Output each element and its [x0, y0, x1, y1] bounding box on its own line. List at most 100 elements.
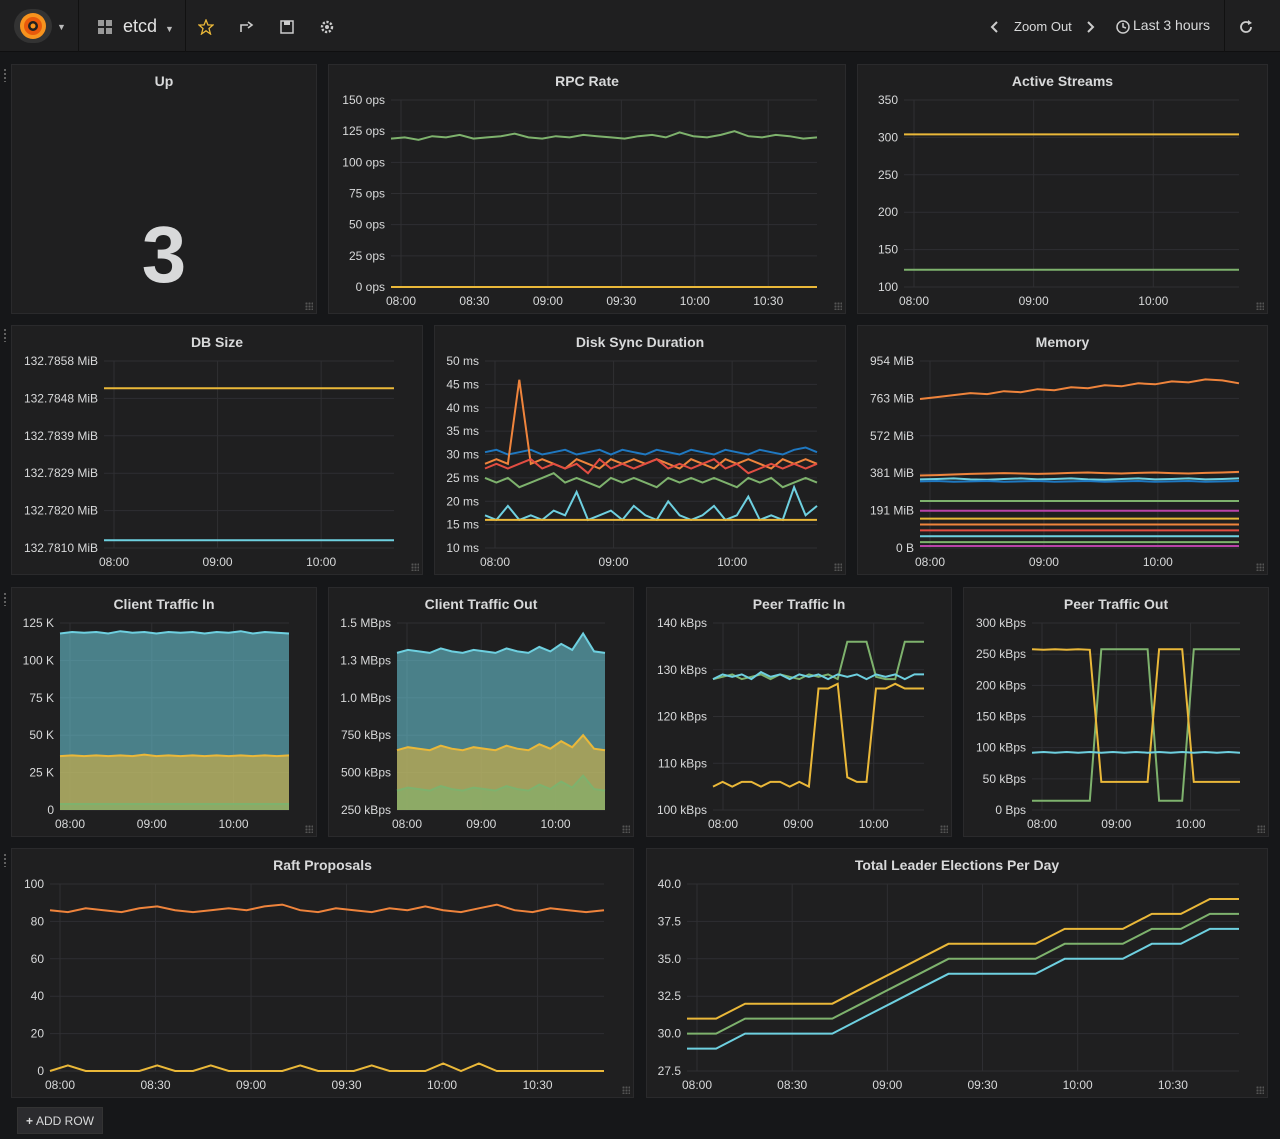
dashboard-caret-icon[interactable]: ▼: [165, 24, 174, 34]
refresh-icon[interactable]: [1233, 14, 1259, 40]
series-area: [60, 804, 289, 810]
x-tick-label: 10:00: [1138, 294, 1168, 308]
panel-peer-traffic-in[interactable]: Peer Traffic In 140 kBps 130 kBps 120 kBps…: [646, 587, 952, 837]
panel-active-streams[interactable]: Active Streams 350 300 250 200 150 100 08:00 09…: [857, 64, 1268, 314]
y-tick-label: 300 kBps: [976, 616, 1026, 630]
x-tick-label: 08:00: [45, 1078, 75, 1092]
panel-title[interactable]: RPC Rate: [555, 73, 619, 89]
series-line: [396, 631, 606, 654]
y-tick-label: 50 ms: [446, 354, 479, 368]
y-tick-label: 35.0: [658, 952, 682, 966]
y-tick-label: 132.7858 MiB: [24, 354, 98, 368]
resize-handle[interactable]: [834, 302, 842, 310]
x-tick-label: 10:00: [1176, 817, 1206, 831]
panel-disk-sync-duration[interactable]: Disk Sync Duration 50 ms 45 ms 40 ms 35 ms 3…: [434, 325, 846, 575]
panel-total-leader-elections[interactable]: Total Leader Elections Per Day 40.0 37.5 3…: [646, 848, 1268, 1098]
x-tick-label: 08:00: [915, 555, 945, 569]
y-tick-label: 250 kBps: [341, 803, 391, 817]
resize-handle[interactable]: [940, 825, 948, 833]
panel-title[interactable]: Peer Traffic Out: [1063, 596, 1169, 612]
panel-title[interactable]: Memory: [1035, 334, 1090, 350]
panel-title[interactable]: Active Streams: [1011, 73, 1114, 89]
row-drag-handle[interactable]: [3, 328, 7, 342]
panel-title[interactable]: Client Traffic Out: [424, 596, 538, 612]
share-icon[interactable]: [234, 14, 260, 40]
x-tick-label: 10:30: [753, 294, 783, 308]
resize-handle[interactable]: [1256, 563, 1264, 571]
y-tick-label: 100 K: [23, 653, 54, 667]
star-icon[interactable]: [193, 14, 219, 40]
resize-handle[interactable]: [622, 825, 630, 833]
client-traffic-out-chart: 1.5 MBps 1.3 MBps 1.0 MBps 750 kBps 500 kBps…: [340, 616, 606, 831]
series-line: [1032, 648, 1240, 802]
panel-title[interactable]: DB Size: [190, 334, 244, 350]
panel-title[interactable]: Raft Proposals: [273, 857, 372, 873]
zoom-out-button[interactable]: Zoom Out: [1014, 19, 1072, 34]
panel-title[interactable]: Disk Sync Duration: [575, 334, 705, 350]
nav-divider: [1224, 0, 1225, 52]
dashboard-title[interactable]: etcd: [123, 16, 158, 36]
series-line: [484, 472, 818, 489]
panel-title[interactable]: Total Leader Elections Per Day: [854, 857, 1060, 873]
y-tick-label: 1.3 MBps: [340, 653, 391, 667]
x-tick-label: 09:00: [533, 294, 563, 308]
row-drag-handle[interactable]: [3, 853, 7, 867]
y-tick-label: 30.0: [658, 1027, 682, 1041]
x-tick-label: 08:30: [459, 294, 489, 308]
y-tick-label: 50 K: [29, 728, 54, 742]
panel-client-traffic-out[interactable]: Client Traffic Out 1.5 MBps 1.3 MBps 1.0 M…: [328, 587, 634, 837]
x-tick-label: 08:00: [392, 817, 422, 831]
resize-handle[interactable]: [834, 563, 842, 571]
panel-client-traffic-in[interactable]: Client Traffic In 125 K 100 K 75 K 50 K 25 K…: [11, 587, 317, 837]
y-tick-label: 763 MiB: [870, 391, 914, 405]
y-tick-label: 130 kBps: [657, 663, 707, 677]
panel-up[interactable]: Up 3: [11, 64, 317, 314]
x-tick-label: 09:00: [783, 817, 813, 831]
dashboard-grid-icon[interactable]: [92, 14, 118, 40]
chevron-left-icon[interactable]: [982, 14, 1008, 40]
series-line: [687, 927, 1239, 1050]
row-drag-handle[interactable]: [3, 592, 7, 606]
disk-sync-chart: 50 ms 45 ms 40 ms 35 ms 30 ms 25 ms 20 ms 15 ms…: [446, 354, 818, 569]
y-tick-label: 40.0: [658, 877, 682, 891]
resize-handle[interactable]: [622, 1086, 630, 1094]
resize-handle[interactable]: [411, 563, 419, 571]
resize-handle[interactable]: [305, 825, 313, 833]
y-tick-label: 150 ops: [342, 93, 385, 107]
y-tick-label: 0 ops: [356, 280, 385, 294]
grafana-logo-icon[interactable]: [14, 9, 52, 43]
y-tick-label: 132.7829 MiB: [24, 466, 98, 480]
y-tick-label: 572 MiB: [870, 429, 914, 443]
panel-raft-proposals[interactable]: Raft Proposals 100 80 60 40 20 0 08:00 08:30 09:…: [11, 848, 634, 1098]
panel-db-size[interactable]: DB Size 132.7858 MiB 132.7848 MiB 132.7839…: [11, 325, 423, 575]
y-tick-label: 140 kBps: [657, 616, 707, 630]
y-tick-label: 100 kBps: [657, 803, 707, 817]
resize-handle[interactable]: [1257, 825, 1265, 833]
clock-icon[interactable]: [1110, 14, 1136, 40]
time-range-picker[interactable]: Last 3 hours: [1133, 17, 1211, 33]
row-drag-handle[interactable]: [3, 68, 7, 82]
series-line: [390, 130, 818, 141]
panel-title[interactable]: Client Traffic In: [113, 596, 215, 612]
panel-title[interactable]: Peer Traffic In: [752, 596, 846, 612]
resize-handle[interactable]: [1256, 1086, 1264, 1094]
chevron-right-icon[interactable]: [1077, 14, 1103, 40]
gear-icon[interactable]: [314, 14, 340, 40]
panel-rpc-rate[interactable]: RPC Rate 150 ops 125 ops 100 ops 75 ops 50 o…: [328, 64, 846, 314]
panel-memory[interactable]: Memory 954 MiB 763 MiB 572 MiB 381 MiB 191 M…: [857, 325, 1268, 575]
y-tick-label: 25 K: [29, 766, 54, 780]
resize-handle[interactable]: [305, 302, 313, 310]
raft-proposals-chart: 100 80 60 40 20 008:00 08:30 09:00 09:30 10:00 10:…: [24, 877, 605, 1092]
y-tick-label: 300: [878, 130, 898, 144]
resize-handle[interactable]: [1256, 302, 1264, 310]
x-tick-label: 09:00: [137, 817, 167, 831]
y-tick-label: 132.7839 MiB: [24, 429, 98, 443]
logo-caret-icon[interactable]: ▼: [57, 22, 66, 32]
y-tick-label: 1.5 MBps: [340, 616, 391, 630]
save-icon[interactable]: [274, 14, 300, 40]
panel-title[interactable]: Up: [154, 73, 174, 89]
add-row-button[interactable]: + ADD ROW: [17, 1107, 103, 1134]
y-tick-label: 200: [878, 205, 898, 219]
memory-chart: 954 MiB 763 MiB 572 MiB 381 MiB 191 MiB 0 B08…: [870, 354, 1240, 569]
panel-peer-traffic-out[interactable]: Peer Traffic Out 300 kBps 250 kBps 200 kBp…: [963, 587, 1269, 837]
